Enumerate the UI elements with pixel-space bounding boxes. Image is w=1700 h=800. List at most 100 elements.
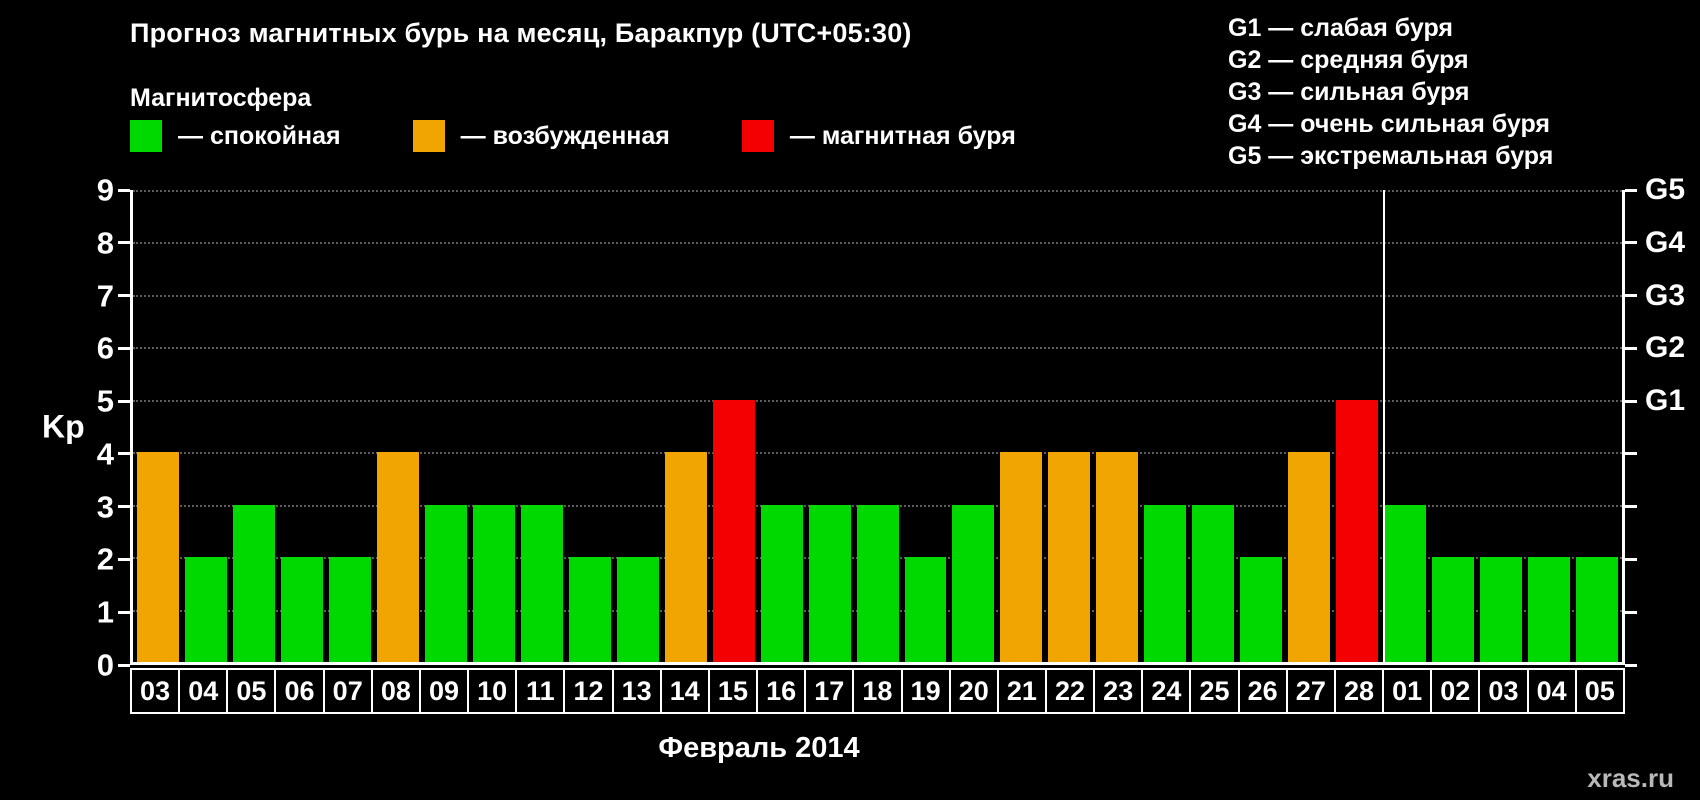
day-label-22-25: 25 [1189, 668, 1240, 714]
gridline-6 [133, 347, 1622, 350]
bar-series [133, 190, 1622, 662]
kp-bar-excited-22 [1048, 452, 1091, 662]
g-scale-legend-line-1: G1 — слабая буря [1228, 14, 1454, 42]
legend-swatch-excited [412, 120, 445, 152]
g-tick-label-G4: G4 [1645, 225, 1686, 259]
legend-swatch-quiet [130, 120, 162, 152]
day-label-25-28: 28 [1333, 668, 1385, 714]
y-tick-mark-left-5 [118, 399, 130, 403]
g-scale-legend: G1 — слабая буря G2 — средняя буря G3 — си… [1228, 12, 1553, 172]
y-tick-label-5: 5 [96, 383, 114, 419]
kp-bar-quiet-11 [520, 504, 563, 662]
kp-bar-quiet-04 [1528, 557, 1571, 662]
y-tick-mark-right-7 [1625, 294, 1637, 298]
day-label-16-19: 19 [900, 668, 951, 714]
day-label-14-17: 17 [804, 668, 855, 714]
day-label-21-24: 24 [1141, 668, 1192, 714]
kp-bar-quiet-17 [808, 504, 851, 662]
kp-bar-quiet-16 [760, 504, 803, 662]
day-label-18-21: 21 [996, 668, 1047, 714]
y-tick-mark-left-2 [118, 557, 130, 561]
legend-item-excited: — возбужденная [412, 120, 670, 152]
kp-bar-quiet-10 [472, 504, 515, 662]
g-tick-label-G3: G3 [1645, 278, 1686, 312]
g-scale-legend-line-3: G3 — сильная буря [1228, 78, 1470, 106]
kp-bar-quiet-26 [1240, 557, 1283, 662]
kp-bar-quiet-25 [1192, 504, 1235, 662]
day-label-24-27: 27 [1285, 668, 1336, 714]
day-label-5-08: 08 [370, 668, 421, 714]
kp-bar-quiet-12 [568, 557, 611, 662]
y-tick-mark-right-5 [1625, 399, 1637, 403]
y-tick-mark-left-9 [118, 188, 130, 192]
gridline-4 [133, 452, 1622, 455]
g-tick-label-G1: G1 [1645, 384, 1686, 418]
kp-bar-quiet-04 [184, 557, 227, 662]
gridline-8 [133, 242, 1622, 245]
day-label-3-06: 06 [274, 668, 325, 714]
day-label-9-12: 12 [563, 668, 614, 714]
y-tick-mark-right-9 [1625, 188, 1637, 192]
legend-label-storm: — магнитная буря [789, 121, 1016, 150]
kp-bar-quiet-13 [616, 557, 659, 662]
magnetosphere-legend: — спокойная — возбужденная — магнитная бур… [130, 120, 1016, 152]
kp-bar-storm-28 [1336, 399, 1379, 662]
kp-bar-quiet-07 [328, 557, 371, 662]
day-label-2-05: 05 [226, 668, 277, 714]
day-label-7-10: 10 [467, 668, 518, 714]
kp-bar-quiet-09 [424, 504, 467, 662]
x-axis-day-labels: 03 04 05 06 07 08 09 10 11 12 13 14 15 16 17 18 19 20 21 22… [130, 668, 1625, 714]
y-axis-label: Kp [42, 408, 85, 445]
day-label-17-20: 20 [948, 668, 999, 714]
day-label-1-04: 04 [178, 668, 229, 714]
kp-bar-quiet-20 [952, 504, 995, 662]
kp-bar-excited-14 [664, 452, 707, 662]
g-scale-legend-line-2: G2 — средняя буря [1228, 46, 1469, 74]
magnetosphere-legend-heading: Магнитосфера [130, 84, 312, 112]
day-label-11-14: 14 [659, 668, 710, 714]
day-label-0-03: 03 [130, 668, 181, 714]
legend-item-storm: — магнитная буря [741, 120, 1016, 152]
kp-bar-quiet-05 [232, 504, 275, 662]
chart-title: Прогноз магнитных бурь на месяц, Баракпу… [130, 18, 912, 48]
y-tick-mark-left-6 [118, 346, 130, 350]
kp-bar-excited-03 [137, 452, 179, 662]
y-tick-mark-left-1 [118, 610, 130, 614]
gridline-9 [133, 190, 1622, 192]
gridline-7 [133, 294, 1622, 297]
y-tick-mark-right-6 [1625, 346, 1637, 350]
y-tick-mark-left-4 [118, 452, 130, 456]
day-label-4-07: 07 [322, 668, 373, 714]
kp-bar-quiet-03 [1480, 557, 1523, 662]
kp-bar-quiet-19 [904, 557, 947, 662]
y-tick-mark-right-3 [1625, 505, 1637, 509]
kp-bar-quiet-05 [1576, 557, 1619, 662]
day-label-23-26: 26 [1237, 668, 1288, 714]
day-label-20-23: 23 [1093, 668, 1144, 714]
legend-label-quiet: — спокойная [178, 121, 341, 150]
y-tick-mark-left-7 [118, 294, 130, 298]
kp-bar-quiet-24 [1144, 504, 1187, 662]
gridline-5 [133, 399, 1622, 402]
day-label-29-04: 04 [1526, 668, 1577, 714]
kp-bar-storm-15 [712, 399, 755, 662]
y-tick-mark-left-8 [118, 241, 130, 245]
legend-item-quiet: — спокойная [130, 120, 341, 152]
day-label-10-13: 13 [611, 668, 662, 714]
kp-bar-quiet-06 [280, 557, 323, 662]
y-tick-label-4: 4 [96, 436, 114, 472]
kp-bar-excited-27 [1288, 452, 1331, 662]
day-label-30-05: 05 [1574, 668, 1625, 714]
y-tick-mark-right-0 [1625, 663, 1637, 667]
y-tick-mark-left-0 [118, 663, 130, 667]
y-tick-mark-right-1 [1625, 610, 1637, 614]
x-axis-label: Февраль 2014 [658, 732, 860, 764]
month-separator-line [1382, 190, 1385, 662]
day-label-15-18: 18 [852, 668, 903, 714]
y-tick-label-3: 3 [96, 489, 114, 525]
day-label-27-02: 02 [1430, 668, 1481, 714]
y-tick-mark-right-4 [1625, 452, 1637, 456]
y-tick-label-7: 7 [96, 278, 114, 314]
kp-bar-excited-08 [376, 452, 419, 662]
